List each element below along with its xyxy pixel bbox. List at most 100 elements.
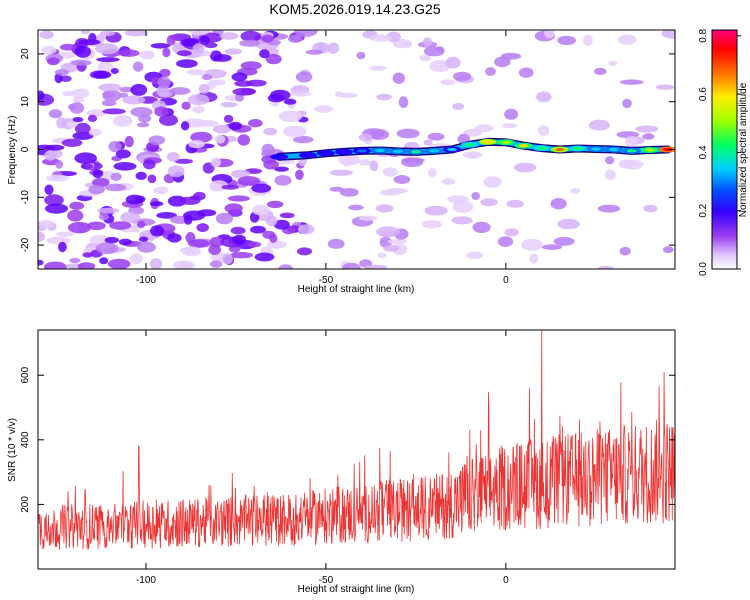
noise-blob xyxy=(209,236,224,248)
noise-blob xyxy=(118,92,129,98)
colorbar-tick-label: 0.0 xyxy=(698,262,709,276)
noise-blob xyxy=(261,143,275,155)
ridge-peak xyxy=(356,149,367,153)
noise-blob xyxy=(266,200,284,209)
ridge-peak xyxy=(374,148,385,153)
noise-blob xyxy=(379,236,392,248)
noise-blob xyxy=(54,69,69,76)
noise-blob xyxy=(215,212,233,225)
noise-blob xyxy=(150,225,164,237)
noise-blob xyxy=(71,88,90,99)
noise-blob xyxy=(232,234,246,245)
noise-blob xyxy=(139,50,155,60)
noise-blob xyxy=(485,67,496,76)
noise-blob xyxy=(327,238,345,249)
noise-blob xyxy=(124,30,149,37)
x-tick-label: -100 xyxy=(136,575,156,586)
noise-blob xyxy=(70,59,92,66)
noise-blob xyxy=(210,157,221,168)
noise-blob xyxy=(198,83,210,94)
noise-blob xyxy=(605,156,615,165)
ridge-peak xyxy=(608,147,619,152)
noise-blob xyxy=(158,90,173,98)
noise-blob xyxy=(296,247,313,256)
noise-blob xyxy=(635,125,659,133)
noise-blob xyxy=(452,200,474,213)
noise-blob xyxy=(518,67,534,78)
noise-blob xyxy=(77,262,96,269)
noise-blob xyxy=(451,216,473,225)
noise-blob xyxy=(259,49,270,59)
noise-blob xyxy=(329,186,344,192)
noise-blob xyxy=(557,35,576,46)
noise-blob xyxy=(267,240,287,249)
noise-blob xyxy=(44,261,67,269)
noise-blob xyxy=(209,186,225,192)
noise-blob xyxy=(187,94,210,106)
noise-blob xyxy=(429,60,451,72)
noise-blob xyxy=(44,144,65,151)
noise-blob xyxy=(240,61,262,70)
noise-blob xyxy=(59,75,72,82)
ridge-peak xyxy=(464,143,475,147)
noise-blob xyxy=(305,49,323,55)
ridge-peak xyxy=(446,147,457,152)
noise-blob xyxy=(38,259,44,266)
noise-blob xyxy=(544,30,555,39)
noise-blob xyxy=(130,107,153,117)
noise-blob xyxy=(231,72,248,82)
noise-blob xyxy=(38,90,45,101)
noise-blob xyxy=(130,83,148,96)
noise-blob xyxy=(445,56,461,69)
noise-blob xyxy=(453,71,472,82)
snr-x-axis: -100 -50 0 xyxy=(136,330,509,586)
noise-blob xyxy=(44,150,57,161)
snr-x-label: Height of straight line (km) xyxy=(298,584,415,595)
ridge-peak xyxy=(662,147,673,152)
noise-blob xyxy=(504,108,519,120)
noise-blob xyxy=(89,70,109,79)
noise-blob xyxy=(529,253,539,264)
noise-blob xyxy=(166,35,176,46)
noise-blob xyxy=(232,87,256,96)
ridge-peak xyxy=(320,151,331,155)
noise-blob xyxy=(221,184,239,190)
noise-blob xyxy=(382,167,398,177)
noise-blob xyxy=(228,121,243,131)
noise-blob xyxy=(72,131,94,140)
noise-blob xyxy=(88,184,105,195)
noise-blob xyxy=(209,260,223,268)
noise-blob xyxy=(149,258,163,269)
ridge-peak xyxy=(428,149,439,153)
noise-blob xyxy=(154,106,169,117)
noise-blob xyxy=(108,141,122,152)
ridge-peak xyxy=(482,140,493,144)
noise-blob xyxy=(97,61,114,73)
noise-blob xyxy=(74,122,91,135)
noise-blob xyxy=(120,211,141,224)
noise-blob xyxy=(231,169,251,179)
noise-blob xyxy=(44,194,64,206)
noise-blob xyxy=(364,264,388,269)
noise-blob xyxy=(383,244,400,252)
colorbar-gradient xyxy=(711,29,738,270)
noise-blob xyxy=(419,54,432,62)
noise-blob xyxy=(295,169,304,180)
noise-blob xyxy=(45,174,70,182)
noise-blob xyxy=(261,34,274,43)
noise-blob xyxy=(69,201,85,210)
noise-blob xyxy=(230,252,254,259)
noise-blob xyxy=(246,79,267,87)
noise-blob xyxy=(494,56,511,68)
noise-blob xyxy=(182,246,202,257)
noise-blob xyxy=(137,241,156,253)
colorbar-tick-label: 0.2 xyxy=(698,203,709,217)
noise-blob xyxy=(570,188,581,194)
noise-blob xyxy=(137,220,146,228)
noise-blob xyxy=(59,43,76,51)
noise-blob xyxy=(497,236,514,248)
noise-blob xyxy=(377,252,387,259)
noise-blob xyxy=(604,169,616,180)
noise-blob xyxy=(248,119,263,128)
spectrogram-x-axis: -100 -50 0 xyxy=(136,30,509,286)
